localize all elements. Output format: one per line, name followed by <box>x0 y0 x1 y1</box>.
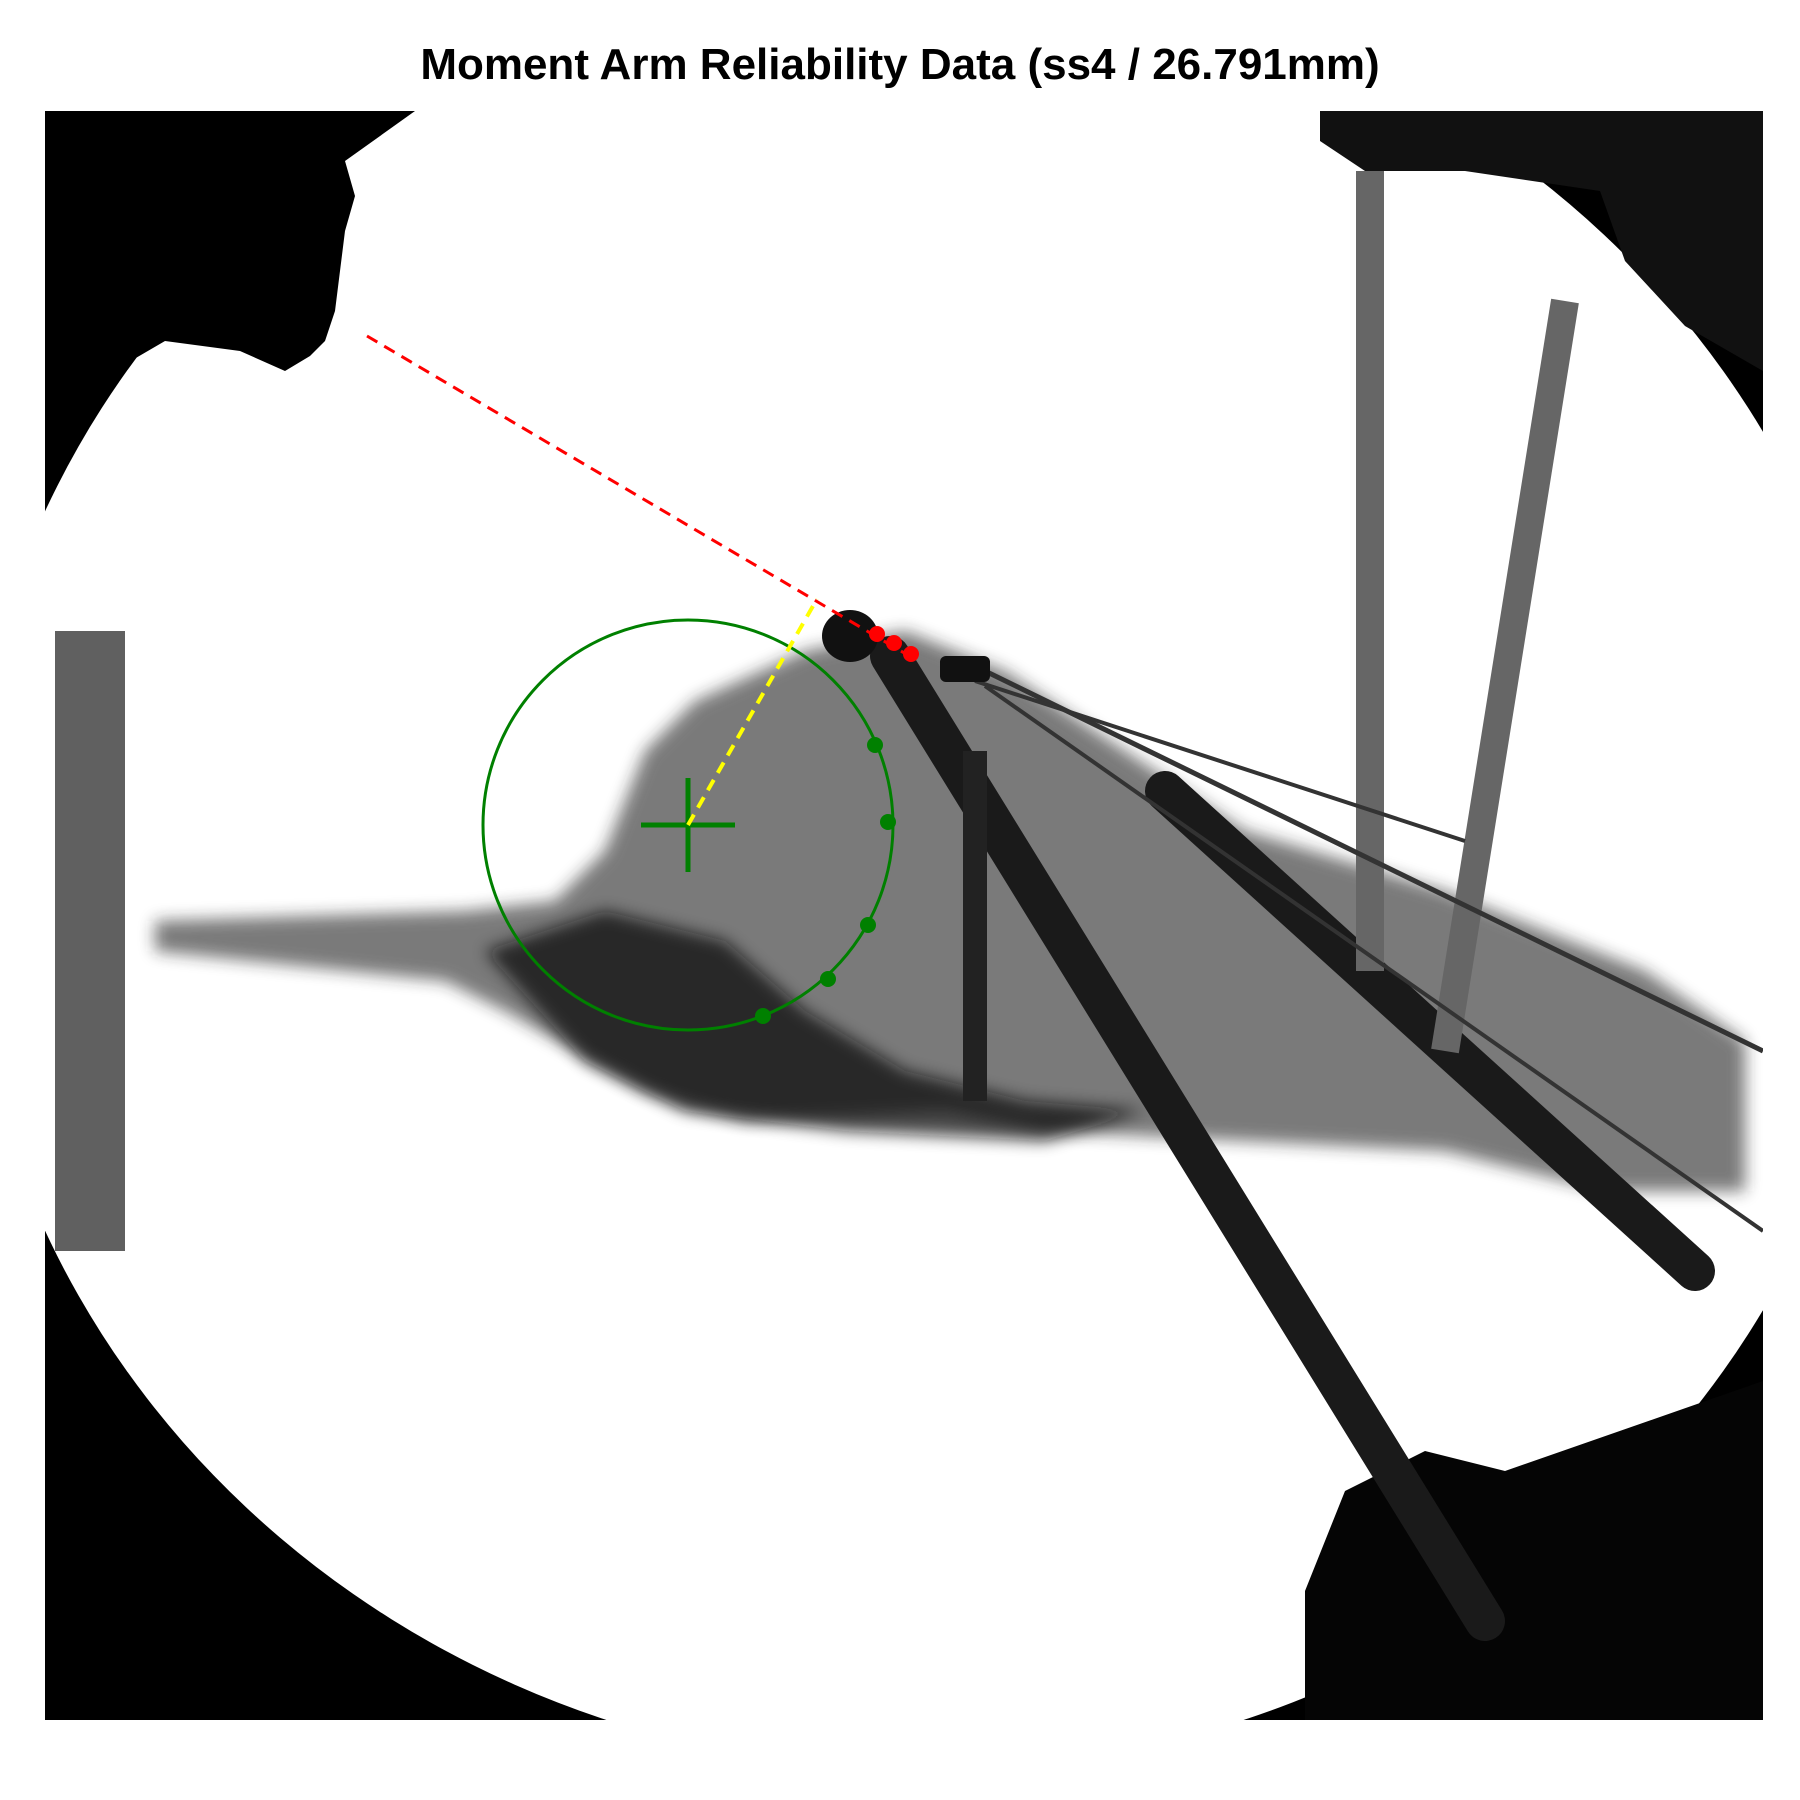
detector-housing-top-left <box>45 111 415 411</box>
housing-top-right <box>1320 111 1763 371</box>
circle-point <box>755 1008 771 1024</box>
tendon-point <box>869 626 885 642</box>
circle-point <box>867 737 883 753</box>
wire-3 <box>974 679 1466 843</box>
joint-marker <box>822 610 878 662</box>
pin-2 <box>1431 298 1579 1054</box>
wire-2 <box>983 684 1763 1233</box>
housing-bottom-right <box>1305 1381 1763 1720</box>
tendon-line <box>366 334 912 659</box>
rod-1 <box>870 636 1505 1641</box>
circle-point <box>880 814 896 830</box>
moment-arm-line <box>686 598 819 826</box>
xray-image <box>45 111 1763 1720</box>
rod-2 <box>1145 771 1715 1291</box>
clamp <box>940 656 990 682</box>
figure-title: Moment Arm Reliability Data (ss4 / 26.79… <box>420 40 1380 89</box>
circle-point <box>860 917 876 933</box>
wire-1 <box>983 668 1763 1054</box>
tissue-shadow <box>155 631 1745 1191</box>
xray-overlay <box>45 111 1763 1720</box>
left-shaft <box>55 631 125 1251</box>
tendon-point <box>903 646 919 662</box>
tendon-point <box>886 635 902 651</box>
tissue-core <box>485 911 1145 1141</box>
circle-point <box>820 971 836 987</box>
